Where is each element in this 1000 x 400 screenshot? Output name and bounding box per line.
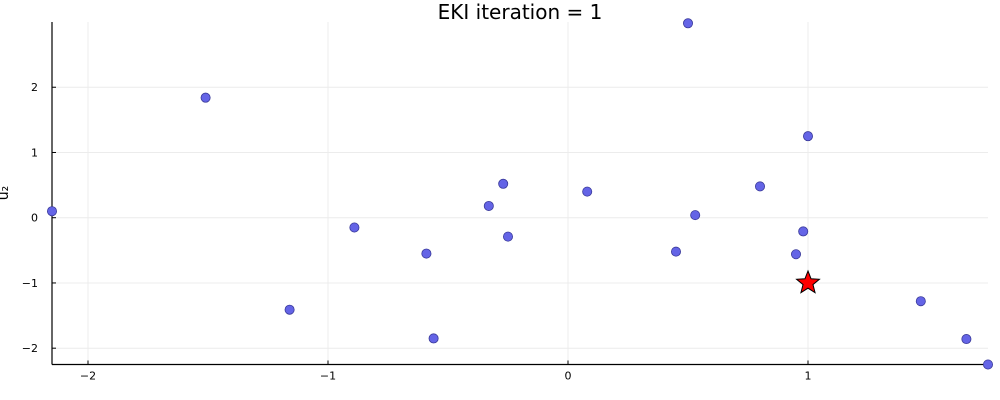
x-tick-label: 0 — [565, 370, 572, 383]
chart-title: EKI iteration = 1 — [438, 0, 603, 24]
x-tick-label: 1 — [805, 370, 812, 383]
scatter-point — [502, 231, 513, 242]
scatter-point — [915, 296, 926, 307]
y-tick-label: 2 — [31, 81, 38, 94]
y-tick-label: 0 — [31, 212, 38, 225]
scatter-point — [428, 333, 439, 344]
x-tick-label: −1 — [320, 370, 336, 383]
y-tick-label: −2 — [22, 342, 38, 355]
y-axis-label: u₂ — [0, 186, 12, 201]
scatter-point — [47, 206, 58, 217]
scatter-point — [683, 18, 694, 29]
scatter-point — [200, 92, 211, 103]
ticks: −2 −1 0 1 −2 −1 0 1 2 — [22, 81, 812, 382]
scatter-point — [690, 210, 701, 221]
y-tick-label: −1 — [22, 277, 38, 290]
scatter-point — [671, 246, 682, 257]
scatter-point — [803, 131, 814, 142]
scatter-point — [284, 304, 295, 315]
data-points — [47, 18, 994, 370]
star-marker — [795, 269, 821, 294]
scatter-point — [961, 334, 972, 345]
grid — [52, 22, 988, 365]
scatter-point — [755, 181, 766, 192]
scatter-point — [483, 200, 494, 211]
scatter-point — [791, 249, 802, 260]
scatter-point — [983, 359, 994, 370]
scatter-point — [582, 186, 593, 197]
axes — [51, 22, 988, 366]
x-tick-label: −2 — [80, 370, 96, 383]
x-axis-label: u₁ — [513, 396, 528, 400]
scatter-point — [349, 222, 360, 233]
y-tick-label: 1 — [31, 146, 38, 159]
scatter-point — [498, 178, 509, 189]
scatter-point — [798, 226, 809, 237]
scatter-point — [421, 248, 432, 259]
